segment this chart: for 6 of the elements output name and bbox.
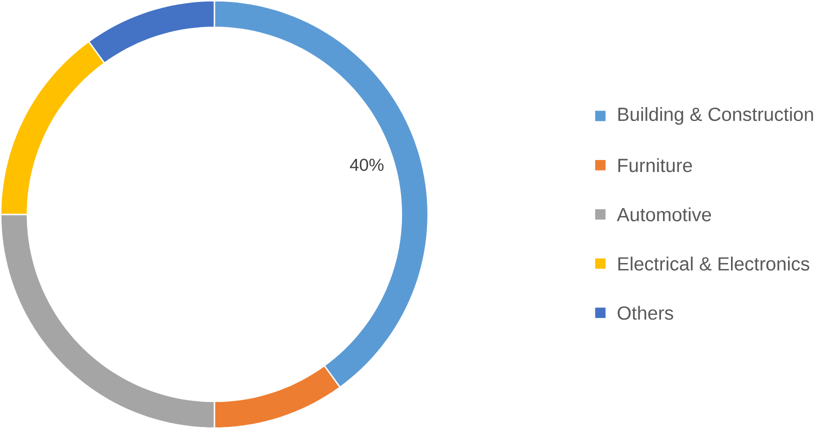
legend-label: Others bbox=[618, 306, 674, 320]
legend-label: Electrical & Electronics bbox=[618, 256, 810, 271]
data-label: 40% bbox=[350, 158, 384, 172]
legend-label: Furniture bbox=[618, 158, 692, 172]
legend-label: Automotive bbox=[616, 208, 711, 222]
legend-label: Building & Construction bbox=[618, 107, 813, 125]
